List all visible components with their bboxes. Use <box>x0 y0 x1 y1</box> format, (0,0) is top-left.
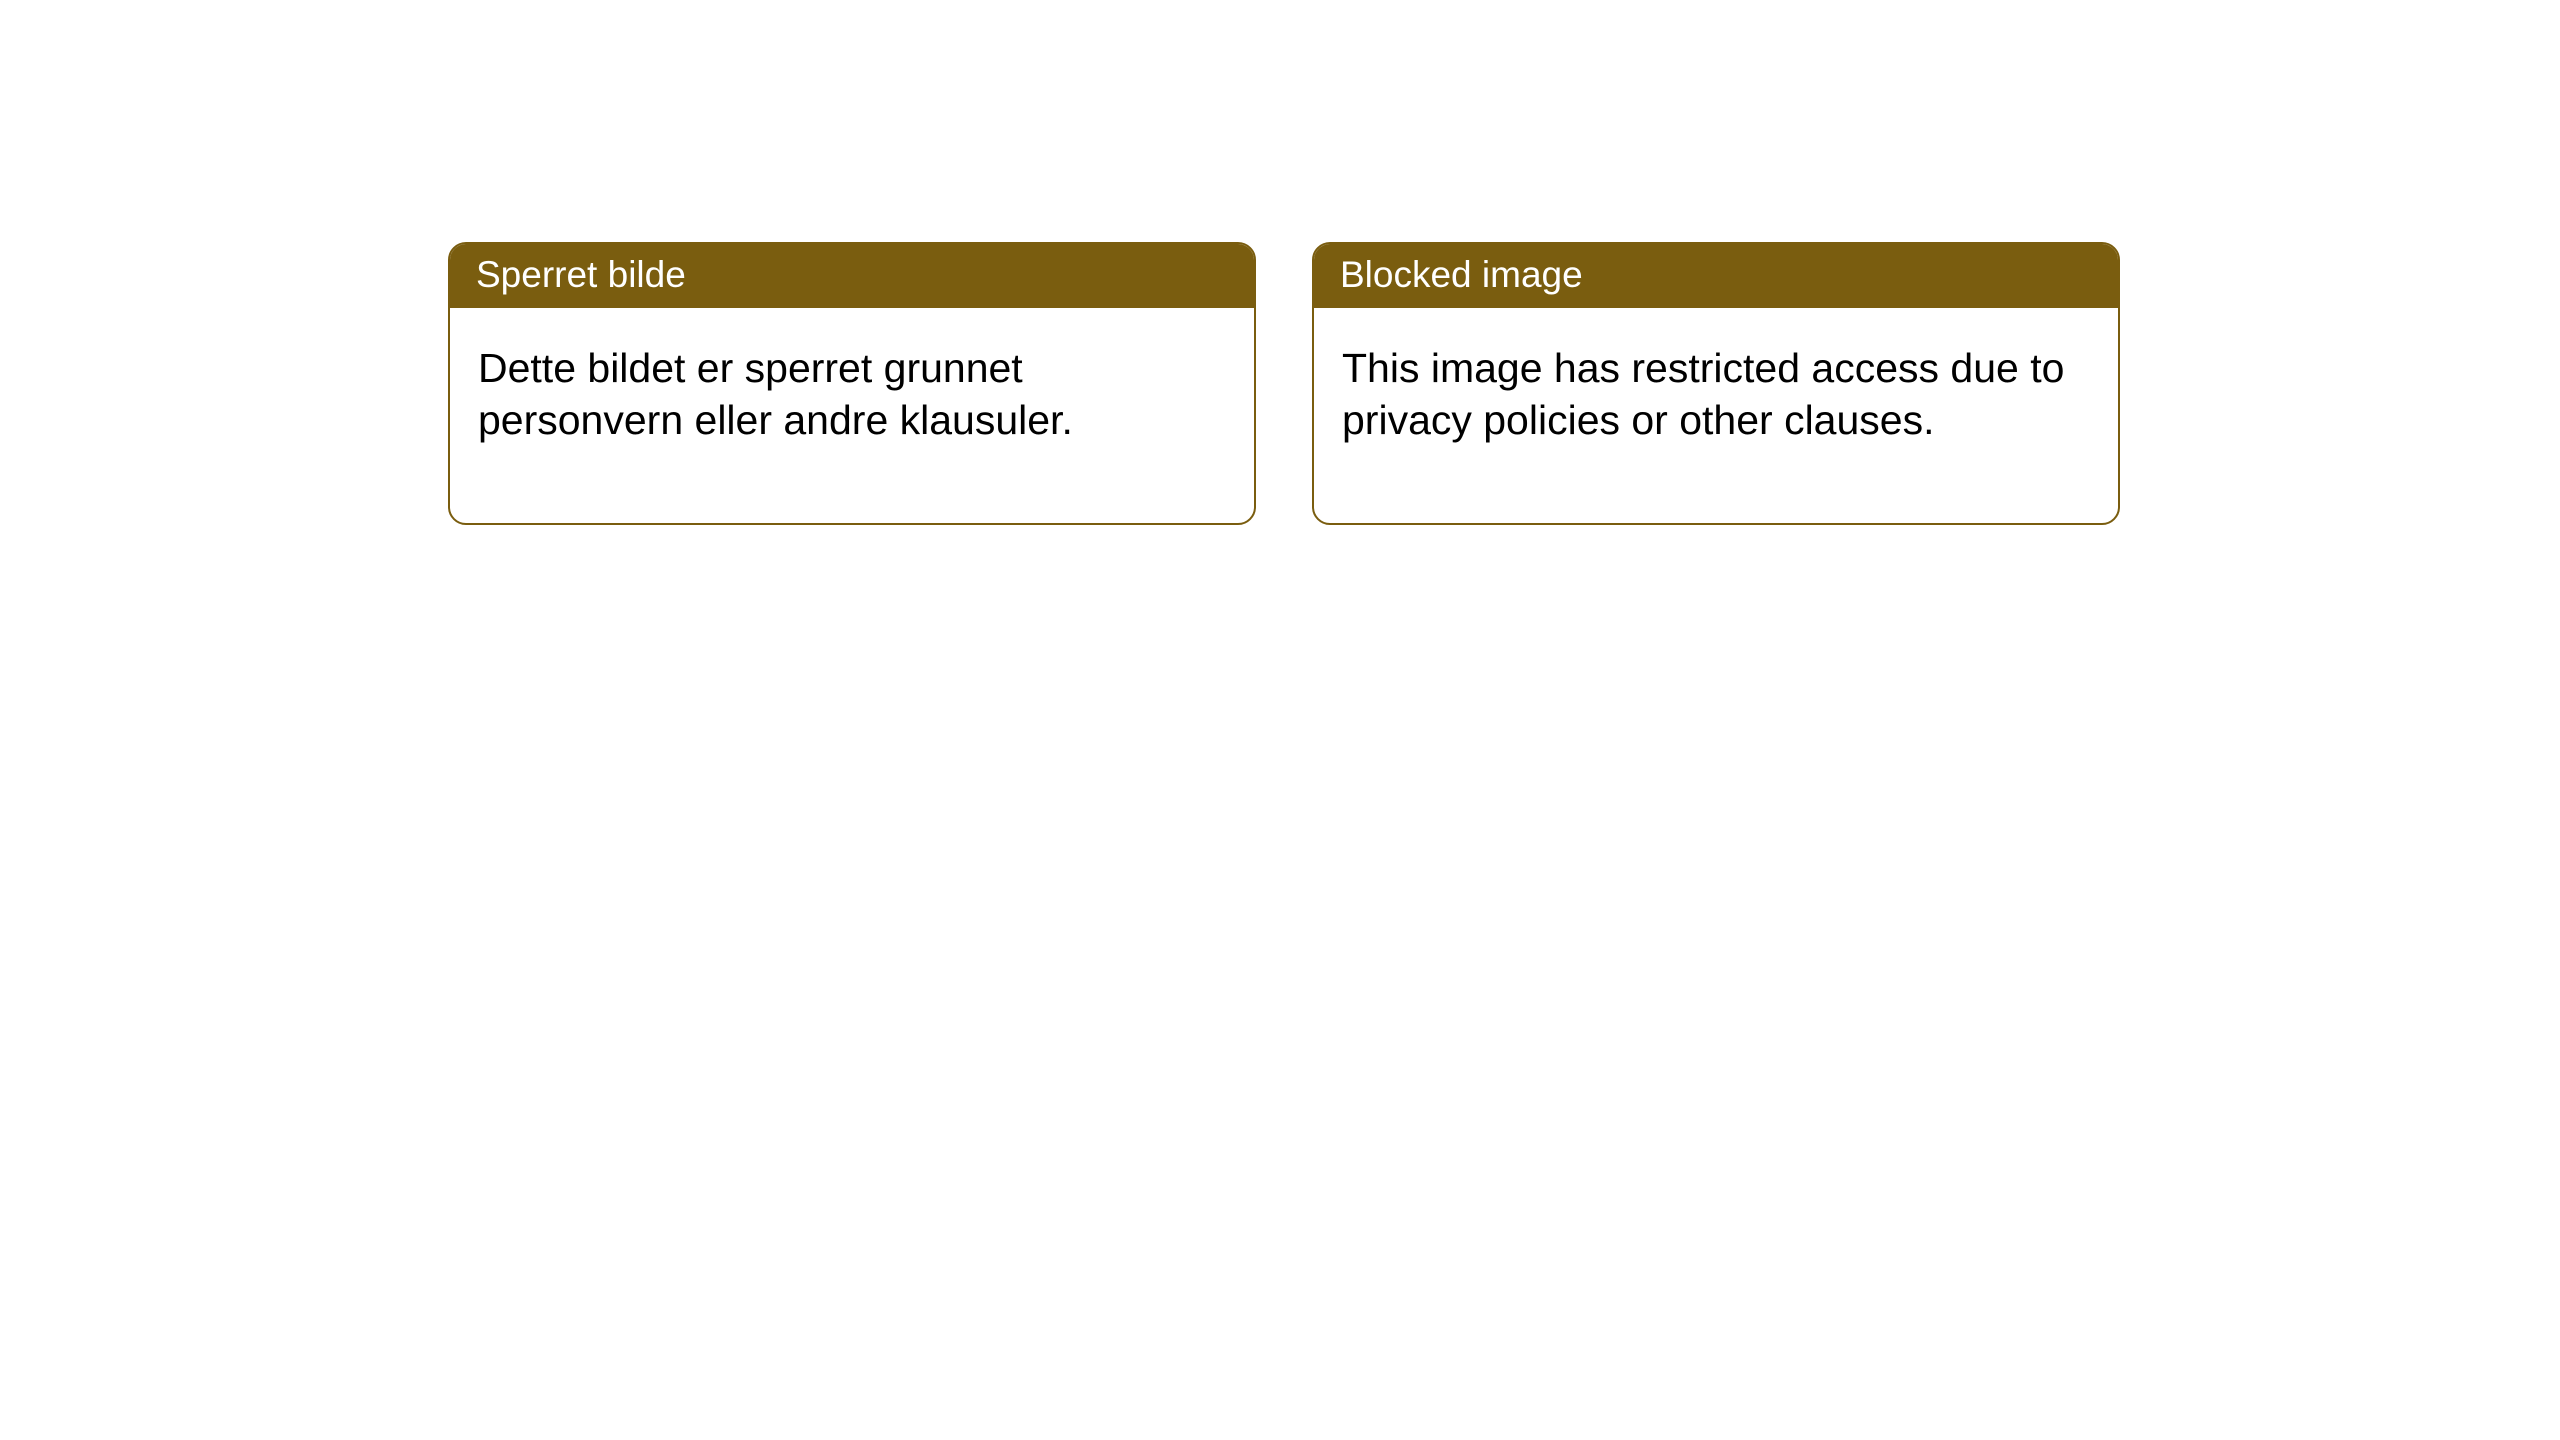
notice-title-en: Blocked image <box>1314 244 2118 308</box>
notice-body-en: This image has restricted access due to … <box>1314 308 2118 523</box>
notice-container: Sperret bilde Dette bildet er sperret gr… <box>448 242 2120 525</box>
notice-title-no: Sperret bilde <box>450 244 1254 308</box>
notice-card-no: Sperret bilde Dette bildet er sperret gr… <box>448 242 1256 525</box>
notice-card-en: Blocked image This image has restricted … <box>1312 242 2120 525</box>
notice-body-no: Dette bildet er sperret grunnet personve… <box>450 308 1254 523</box>
